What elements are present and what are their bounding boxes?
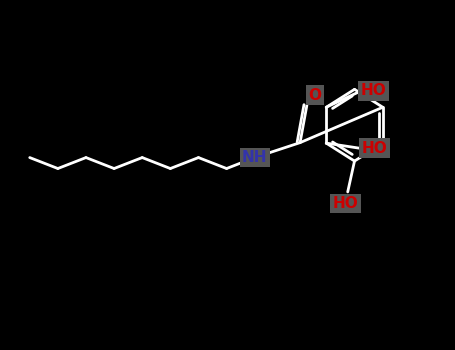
Text: O: O [308, 88, 322, 103]
Text: HO: HO [333, 196, 359, 211]
Text: HO: HO [361, 83, 386, 98]
Text: NH: NH [242, 150, 268, 165]
Text: HO: HO [362, 141, 387, 156]
